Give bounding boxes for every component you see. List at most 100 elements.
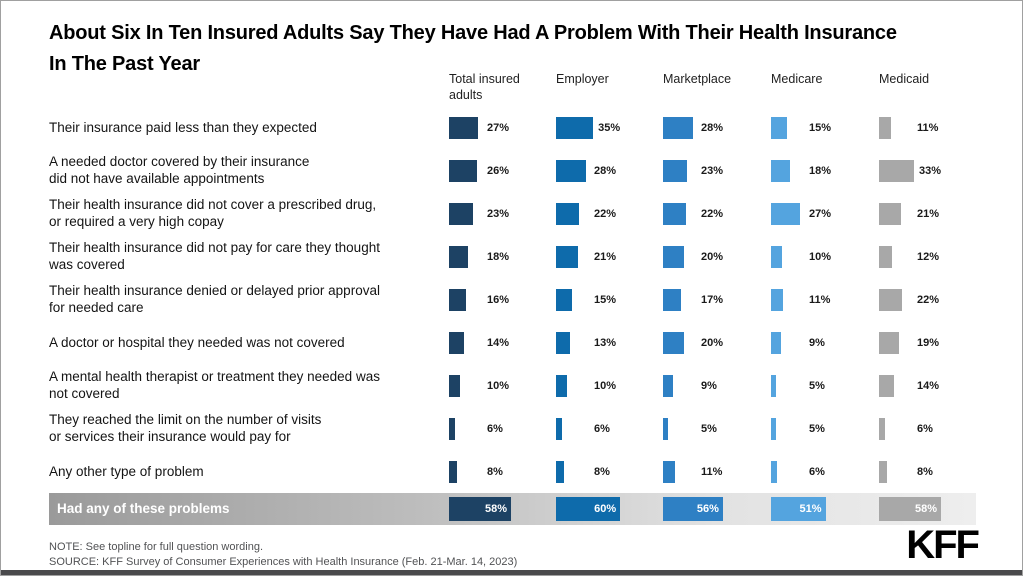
summary-bar: 56%	[663, 497, 723, 521]
bar-cell: 20%	[663, 331, 770, 354]
bar-value: 11%	[701, 465, 723, 478]
bar-value: 28%	[594, 164, 617, 177]
bar-value: 15%	[594, 293, 617, 306]
bar	[663, 159, 688, 182]
bar-cell: 6%	[771, 460, 878, 483]
bar	[449, 374, 460, 397]
bar-cell: 23%	[663, 159, 770, 182]
column-header: Marketplace	[663, 72, 732, 86]
bar	[556, 116, 594, 139]
row-label: Their health insurance did not cover a p…	[49, 196, 377, 230]
bar	[449, 331, 464, 354]
summary-row: Had any of these problems 58% 60% 56% 51% 58…	[49, 493, 976, 525]
kff-logo: KFF	[906, 523, 980, 567]
bar	[556, 331, 570, 354]
bar	[556, 460, 565, 483]
bar	[771, 202, 800, 225]
chart-title: About Six In Ten Insured Adults Say They…	[49, 22, 897, 75]
bar-cell: 9%	[771, 331, 878, 354]
bar-cell: 8%	[879, 460, 986, 483]
bar-value: 6%	[487, 422, 503, 435]
bar-value: 22%	[917, 293, 940, 306]
bar-value: 10%	[809, 250, 832, 263]
bar-value: 13%	[594, 336, 617, 349]
bar-cell: 11%	[663, 460, 770, 483]
bar-value: 11%	[809, 293, 831, 306]
column-header: Employer	[556, 72, 609, 86]
summary-bar: 58%	[879, 497, 942, 521]
row-label: Their health insurance denied or delayed…	[49, 282, 380, 316]
bar	[663, 417, 669, 440]
summary-bar: 58%	[449, 497, 512, 521]
bar-value: 8%	[594, 465, 610, 478]
bar-cell: 10%	[449, 374, 556, 397]
row-label: A needed doctor covered by their insuran…	[49, 153, 310, 187]
source-text: SOURCE: KFF Survey of Consumer Experienc…	[49, 556, 518, 569]
bar-cell: 15%	[556, 288, 663, 311]
bar-cell: 6%	[556, 417, 663, 440]
bar-cell: 5%	[771, 417, 878, 440]
row-label: Any other type of problem	[49, 463, 204, 479]
summary-bar-value: 58%	[915, 503, 938, 515]
bar-value: 8%	[917, 465, 933, 478]
bar-value: 27%	[809, 207, 832, 220]
bar-value: 14%	[917, 379, 940, 392]
bar-value: 11%	[917, 121, 939, 134]
bar-cell: 27%	[449, 116, 556, 139]
bar-cell: 11%	[879, 116, 986, 139]
bar-value: 20%	[701, 336, 724, 349]
bar-cell: 18%	[449, 245, 556, 268]
bar-cell: 15%	[771, 116, 878, 139]
column-headers: Total insured adults Employer Marketplace M…	[49, 71, 976, 107]
bar-value: 5%	[809, 422, 825, 435]
row-label: A doctor or hospital they needed was not…	[49, 334, 345, 350]
bar	[663, 331, 685, 354]
column-header: Medicaid	[879, 72, 930, 86]
bar-value: 26%	[487, 164, 510, 177]
bar	[663, 288, 682, 311]
summary-bar-value: 51%	[799, 503, 822, 515]
bar-cell: 22%	[879, 288, 986, 311]
bar-cell: 26%	[449, 159, 556, 182]
bar-value: 9%	[701, 379, 717, 392]
bar-value: 8%	[487, 465, 503, 478]
bar-value: 23%	[701, 164, 724, 177]
row-label: Their health insurance did not pay for c…	[49, 239, 380, 273]
bar-cell: 6%	[879, 417, 986, 440]
bar-value: 14%	[487, 336, 510, 349]
bar-value: 23%	[487, 207, 510, 220]
bar-value: 19%	[917, 336, 940, 349]
bar	[449, 245, 469, 268]
bar-cell: 21%	[556, 245, 663, 268]
bar-value: 9%	[809, 336, 825, 349]
bar	[663, 245, 685, 268]
bar-value: 35%	[598, 121, 621, 134]
summary-bar-cell: 58%	[449, 497, 556, 521]
bar-value: 6%	[809, 465, 825, 478]
bar-cell: 8%	[449, 460, 556, 483]
table-row: They reached the limit on the number of …	[49, 407, 976, 450]
row-label: A mental health therapist or treatment t…	[49, 368, 380, 402]
bar	[771, 417, 777, 440]
bar-value: 15%	[809, 121, 832, 134]
bar-cell: 22%	[663, 202, 770, 225]
table-row: Their health insurance did not cover a p…	[49, 192, 976, 235]
summary-bar: 51%	[771, 497, 826, 521]
summary-label: Had any of these problems	[57, 501, 230, 516]
table-row: Their health insurance did not pay for c…	[49, 235, 976, 278]
bar-value: 5%	[701, 422, 717, 435]
bar-value: 33%	[918, 164, 941, 177]
table-row: Their insurance paid less than they expe…	[49, 106, 976, 149]
bar	[449, 116, 478, 139]
summary-bar-cell: 60%	[556, 497, 663, 521]
bar-value: 27%	[487, 121, 510, 134]
summary-bar-value: 56%	[696, 503, 719, 515]
table-row: A doctor or hospital they needed was not…	[49, 321, 976, 364]
bar	[771, 331, 781, 354]
bar-cell: 28%	[663, 116, 770, 139]
bar-value: 18%	[809, 164, 832, 177]
summary-bar-cell: 58%	[879, 497, 986, 521]
bar-cell: 8%	[556, 460, 663, 483]
bar	[879, 245, 892, 268]
